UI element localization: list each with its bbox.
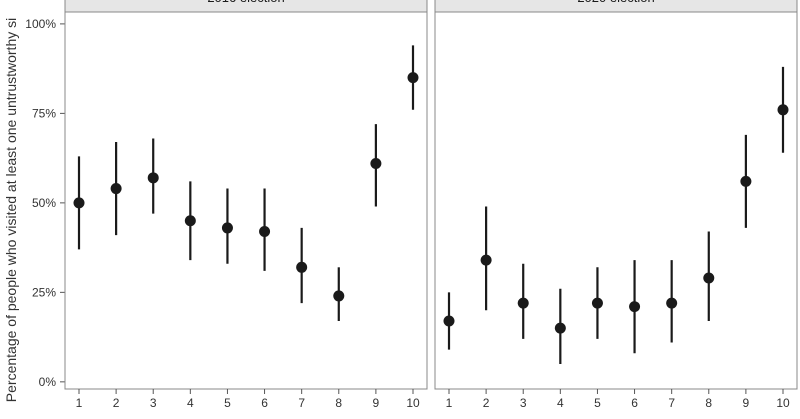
x-tick-label: 7	[668, 396, 675, 410]
data-point	[591, 297, 603, 309]
facet-title: 2016 election	[207, 0, 284, 5]
data-point	[517, 297, 529, 309]
x-tick-label: 5	[594, 396, 601, 410]
x-tick-label: 3	[520, 396, 527, 410]
x-tick-label: 1	[76, 396, 83, 410]
data-point	[443, 315, 455, 327]
data-point	[666, 297, 678, 309]
x-tick-label: 9	[743, 396, 750, 410]
data-point	[147, 172, 159, 184]
data-point	[777, 104, 789, 116]
y-axis-title-group: Percentage of people who visited at leas…	[3, 18, 19, 402]
x-tick-label: 2	[483, 396, 490, 410]
data-point	[407, 72, 419, 84]
data-point	[73, 197, 85, 209]
data-point	[221, 222, 233, 234]
x-tick-label: 1	[446, 396, 453, 410]
x-tick-label: 8	[335, 396, 342, 410]
y-axis: 0% 25% 50% 75% 100%	[25, 17, 65, 389]
x-tick-label: 7	[298, 396, 305, 410]
data-point	[629, 301, 641, 313]
y-tick-label: 100%	[25, 17, 56, 31]
data-point	[480, 254, 492, 266]
y-tick-label: 75%	[32, 106, 56, 120]
panels: 2016 election 1 2 3 4 5 6 7 8 9 10 2020 election 1 2 3…	[64, 0, 798, 410]
x-tick-label: 4	[187, 396, 194, 410]
facet-title: 2020 election	[577, 0, 654, 5]
x-tick-label: 5	[224, 396, 231, 410]
data-point	[259, 226, 271, 238]
y-tick-label: 25%	[32, 285, 56, 299]
x-tick-label: 3	[150, 396, 157, 410]
panel-2: 2020 election 1 2 3 4 5 6 7 8 9 10	[434, 0, 798, 410]
y-axis-title: Percentage of people who visited at leas…	[3, 18, 19, 402]
data-point	[554, 322, 566, 334]
data-point	[740, 175, 752, 187]
panel-frame	[434, 11, 798, 390]
data-point	[703, 272, 715, 284]
data-point	[110, 183, 122, 195]
data-point	[370, 157, 382, 169]
y-tick-label: 50%	[32, 196, 56, 210]
y-tick-label: 0%	[39, 375, 57, 389]
x-tick-label: 4	[557, 396, 564, 410]
x-tick-label: 10	[776, 396, 790, 410]
x-tick-label: 6	[631, 396, 638, 410]
x-tick-label: 2	[113, 396, 120, 410]
panel-1: 2016 election 1 2 3 4 5 6 7 8 9 10	[64, 0, 428, 410]
x-tick-label: 8	[705, 396, 712, 410]
data-point	[333, 290, 345, 302]
data-point	[184, 215, 196, 227]
x-tick-label: 9	[373, 396, 380, 410]
data-point	[296, 261, 308, 273]
x-tick-label: 10	[406, 396, 420, 410]
x-tick-label: 6	[261, 396, 268, 410]
panel-frame	[64, 11, 428, 390]
